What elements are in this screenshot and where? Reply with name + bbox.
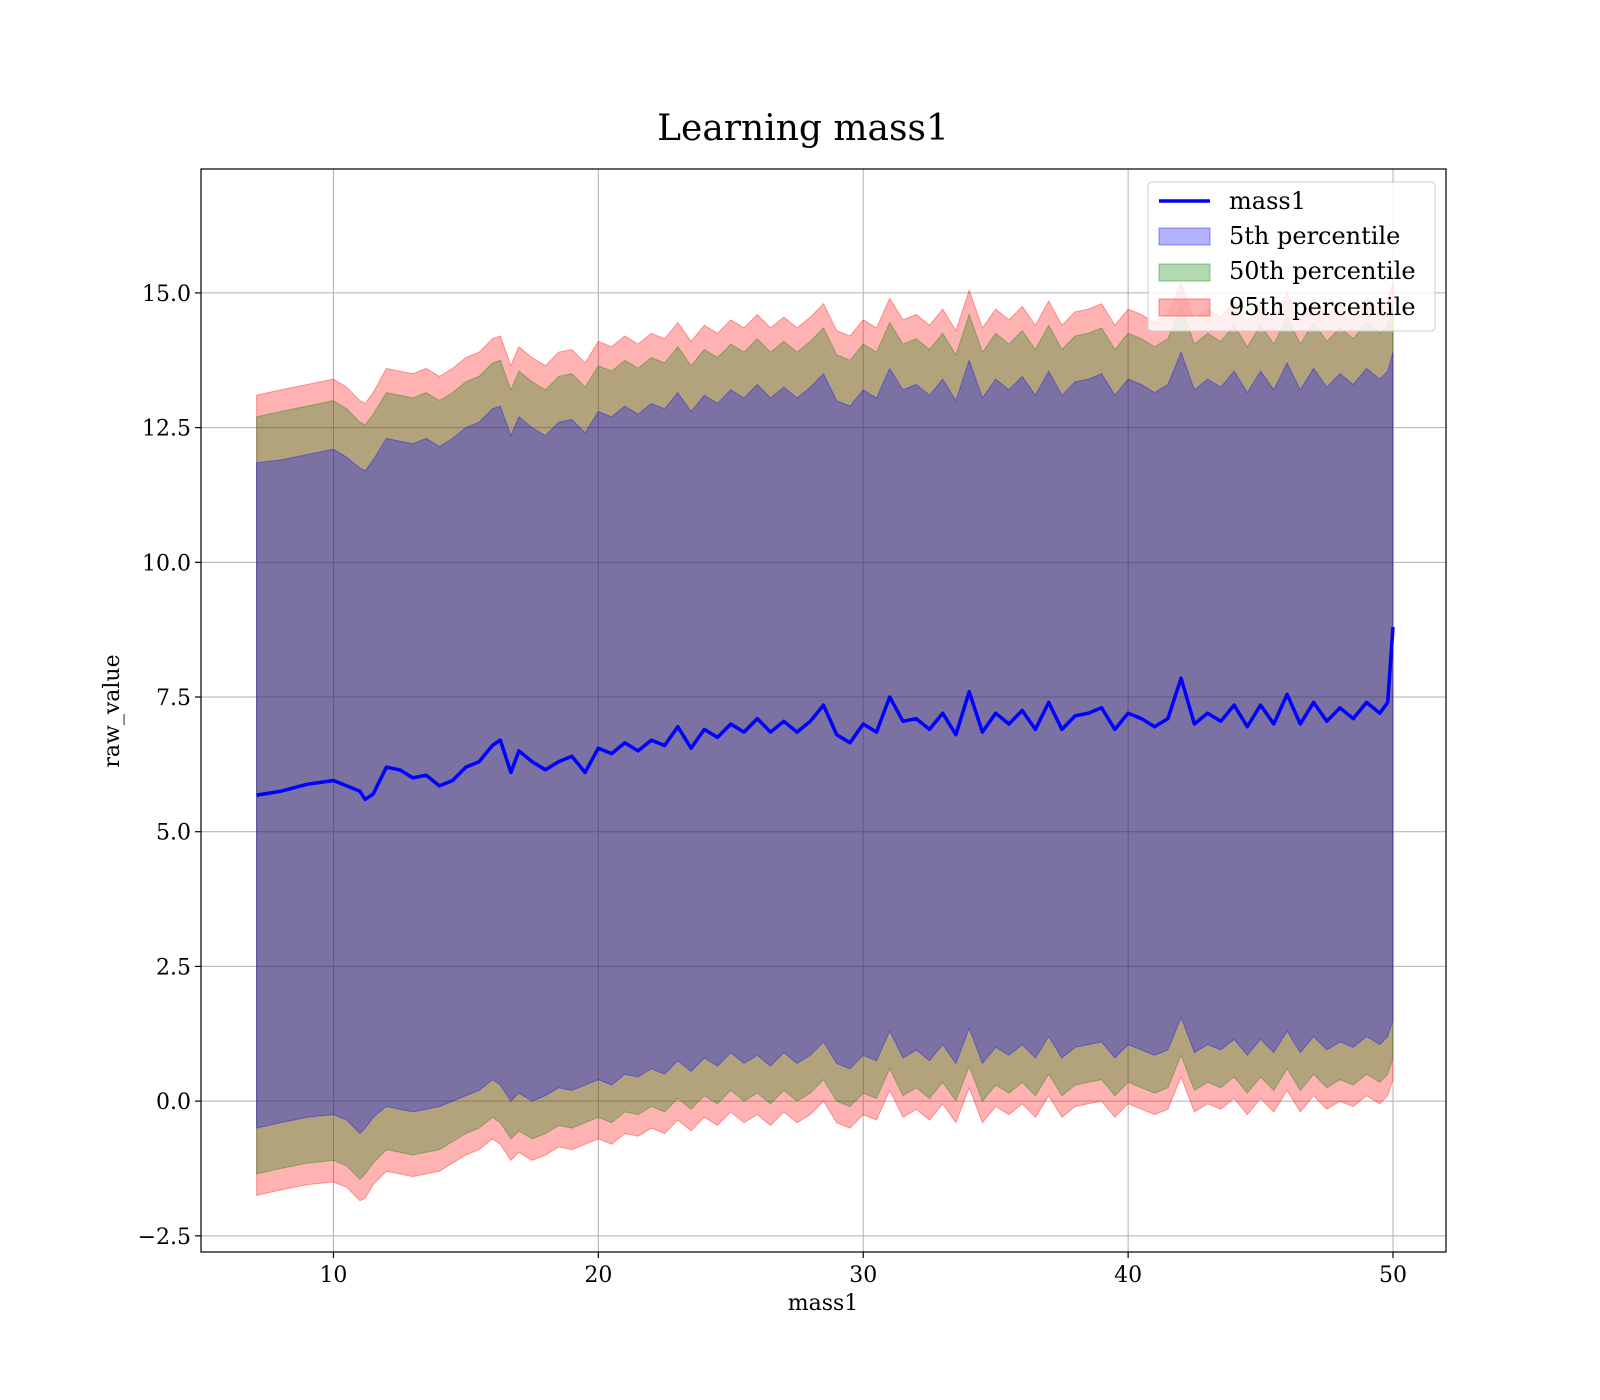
y-tick-label-4: 7.5	[156, 686, 191, 711]
legend-swatch-50th-percentile	[1158, 263, 1211, 282]
band-95th-percentile	[256, 280, 1394, 1202]
y-axis-label: raw_value	[100, 654, 125, 767]
x-tick-label-1: 20	[584, 1263, 612, 1288]
legend-swatch-95th-percentile	[1158, 298, 1211, 317]
line-layer	[256, 626, 1395, 802]
x-tick-label-2: 30	[849, 1263, 877, 1288]
grid-layer	[201, 169, 1446, 1252]
y-tick-label-3: 5.0	[156, 821, 191, 846]
y-tick-label-6: 12.5	[142, 417, 191, 442]
y-tick-label-1: 0.0	[156, 1090, 191, 1115]
legend-label-5th-percentile: 5th percentile	[1229, 222, 1400, 250]
y-tick-label-7: 15.0	[142, 282, 191, 307]
legend: mass1 5th percentile 50th percentile 95t…	[1147, 181, 1436, 332]
legend-swatch-5th-percentile	[1158, 227, 1211, 246]
band-50th-percentile	[256, 304, 1394, 1181]
legend-box	[1147, 181, 1436, 332]
x-tick-label-0: 10	[319, 1263, 347, 1288]
x-tick-label-4: 50	[1379, 1263, 1407, 1288]
chart-title: Learning mass1	[657, 108, 949, 149]
x-axis-label: mass1	[788, 1291, 859, 1316]
y-tick-label-5: 10.0	[142, 551, 191, 576]
legend-label-mass1: mass1	[1229, 187, 1306, 215]
y-tick-label-2: 2.5	[156, 955, 191, 980]
legend-label-50th-percentile: 50th percentile	[1229, 257, 1416, 285]
plot-frame	[200, 168, 1447, 1253]
legend-label-95th-percentile: 95th percentile	[1229, 293, 1416, 321]
bands-layer	[256, 280, 1394, 1202]
x-tick-label-3: 40	[1114, 1263, 1142, 1288]
y-axis-ticks: −2.5 0.0 2.5 5.0 7.5 10.0 12.5 15.0	[138, 282, 201, 1250]
band-5th-percentile	[256, 350, 1394, 1135]
y-tick-label-0: −2.5	[138, 1225, 191, 1250]
x-axis-ticks: 10 20 30 40 50	[319, 1252, 1407, 1288]
series-line-mass1	[256, 626, 1395, 802]
